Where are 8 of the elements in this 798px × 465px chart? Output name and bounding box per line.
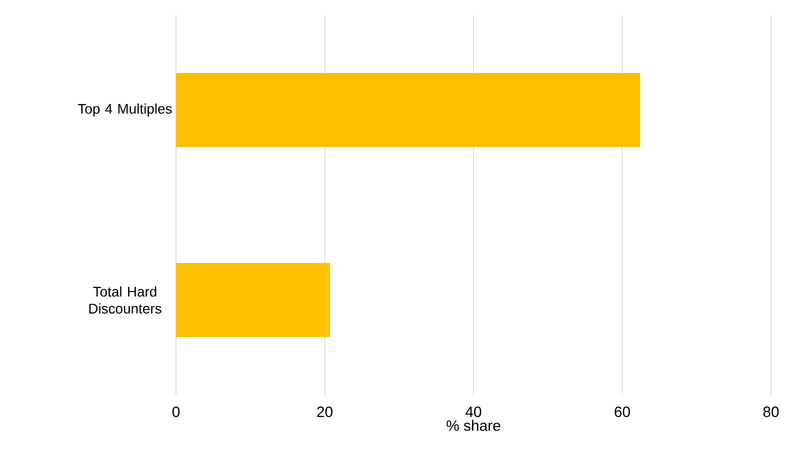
x-tick-label: 0 — [172, 406, 180, 418]
x-tick-label: 20 — [317, 406, 332, 418]
x-axis-title: % share — [446, 420, 500, 431]
y-tick-label: Total Hard Discounters — [89, 286, 162, 314]
x-tick-label: 80 — [763, 406, 779, 418]
x-tick-label: 40 — [466, 406, 482, 418]
x-tick-label: 60 — [614, 406, 630, 418]
y-tick-label: Top 4 Multiples — [78, 103, 172, 116]
